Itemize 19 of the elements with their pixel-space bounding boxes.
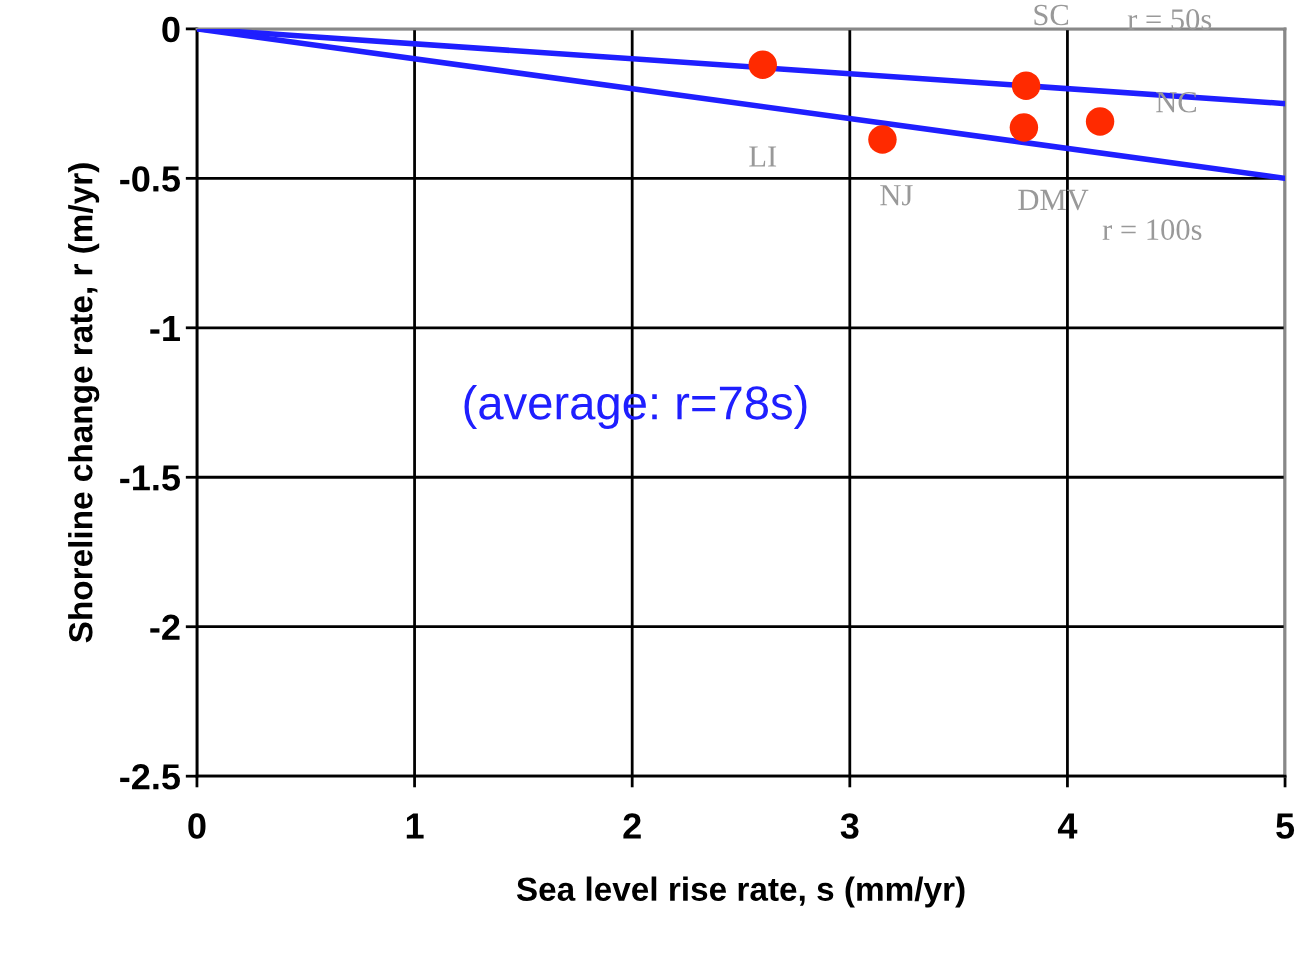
x-axis-title: Sea level rise rate, s (mm/yr) [516, 876, 965, 908]
x-tick-label: 4 [1057, 813, 1078, 839]
y-tick-label: -0.5 [120, 166, 180, 192]
y-tick-label: 0 [162, 16, 180, 43]
x-tick-label: 2 [623, 813, 641, 839]
y-tick-label: -2.5 [120, 764, 180, 790]
annotation: r = 100s [1102, 219, 1202, 240]
y-tick-label: -1 [150, 316, 180, 341]
x-tick-label: 3 [840, 813, 859, 839]
x-tick-label: 1 [406, 813, 424, 839]
y-tick-label: -2 [150, 614, 180, 640]
annotation: r = 50s [1127, 9, 1212, 30]
annotation: NJ [880, 185, 913, 206]
x-tick-label: 0 [188, 813, 206, 839]
y-axis-title: Shoreline change rate, r (m/yr) [68, 163, 100, 643]
y-tick-label: -1.5 [120, 465, 180, 491]
x-tick-label: 5 [1276, 813, 1295, 839]
annotation: SC [1034, 4, 1069, 26]
annotation: LI [749, 146, 777, 167]
